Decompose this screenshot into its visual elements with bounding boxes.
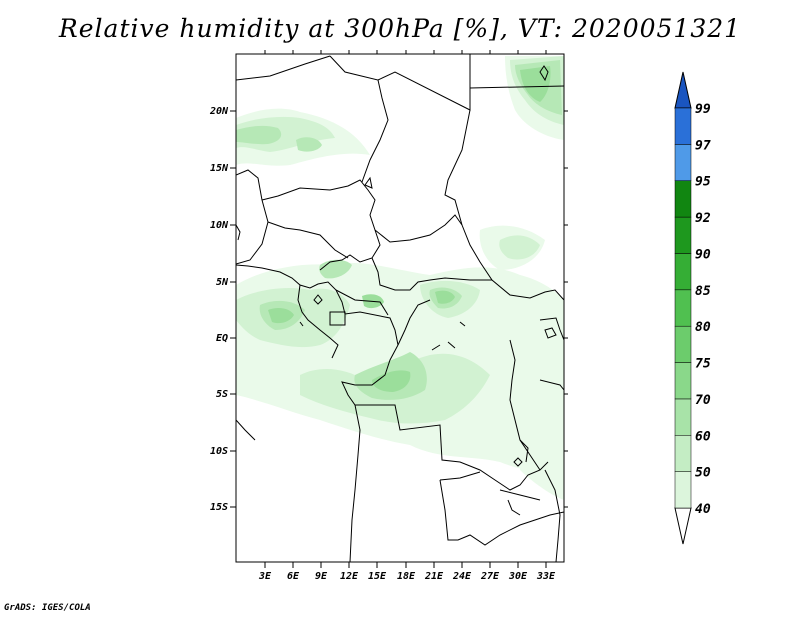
colorbar-label: 40: [695, 502, 711, 517]
lat-label-20n: 20N: [209, 106, 229, 117]
colorbar-swatch: [674, 471, 692, 509]
colorbar-label: 75: [695, 357, 711, 372]
country-boundaries: [236, 54, 564, 562]
colorbar-swatch: [674, 216, 692, 254]
lat-label-15s: 15S: [210, 502, 228, 513]
grads-credit: GrADS: IGES/COLA: [4, 603, 91, 613]
colorbar-label: 70: [695, 393, 711, 408]
colorbar-swatch: [674, 289, 692, 327]
colorbar-swatch: [674, 398, 692, 436]
lon-label-6e: 6E: [287, 571, 300, 582]
lon-label-21e: 21E: [424, 571, 444, 582]
longitude-axis: 3E 6E 9E 12E 15E 18E 21E 24E 27E 30E 33E: [258, 50, 556, 582]
colorbar-label: 95: [695, 175, 711, 190]
colorbar-label: 99: [695, 102, 711, 117]
latitude-axis: 20N 15N 10N 5N EQ 5S 10S 15S: [209, 106, 568, 513]
colorbar: 40 50 60 70 75 80 85 90 92 95 97 99: [674, 71, 711, 545]
colorbar-bottom-arrow: [674, 507, 692, 545]
lon-label-33e: 33E: [536, 571, 556, 582]
colorbar-label: 50: [695, 466, 711, 481]
colorbar-swatch: [674, 107, 692, 145]
lat-label-15n: 15N: [210, 163, 229, 174]
lon-label-3e: 3E: [258, 571, 272, 582]
colorbar-label: 92: [695, 211, 711, 226]
colorbar-label: 90: [695, 247, 711, 262]
chart-title: Relative humidity at 300hPa [%], VT: 202…: [58, 14, 742, 43]
lat-label-eq: EQ: [216, 333, 228, 344]
lat-label-5s: 5S: [216, 389, 228, 400]
colorbar-label: 97: [695, 138, 711, 153]
lon-label-30e: 30E: [508, 571, 528, 582]
lon-label-27e: 27E: [480, 571, 500, 582]
colorbar-swatch: [674, 144, 692, 181]
lat-label-10s: 10S: [210, 446, 228, 457]
colorbar-label: 80: [695, 320, 711, 335]
lon-label-12e: 12E: [340, 571, 359, 582]
lon-label-18e: 18E: [397, 571, 416, 582]
colorbar-swatch: [674, 435, 692, 472]
lat-label-10n: 10N: [210, 220, 229, 231]
map-frame: [235, 53, 565, 563]
colorbar-label: 60: [695, 429, 711, 444]
colorbar-swatch: [674, 253, 692, 291]
colorbar-top-arrow: [674, 71, 692, 109]
lon-label-15e: 15E: [368, 571, 387, 582]
lat-label-5n: 5N: [216, 277, 229, 288]
colorbar-swatch: [674, 180, 692, 218]
lon-label-9e: 9E: [315, 571, 328, 582]
lon-label-24e: 24E: [452, 571, 472, 582]
colorbar-swatch: [674, 325, 692, 363]
humidity-field: [236, 56, 564, 500]
colorbar-swatch: [674, 362, 692, 400]
colorbar-label: 85: [695, 284, 711, 299]
